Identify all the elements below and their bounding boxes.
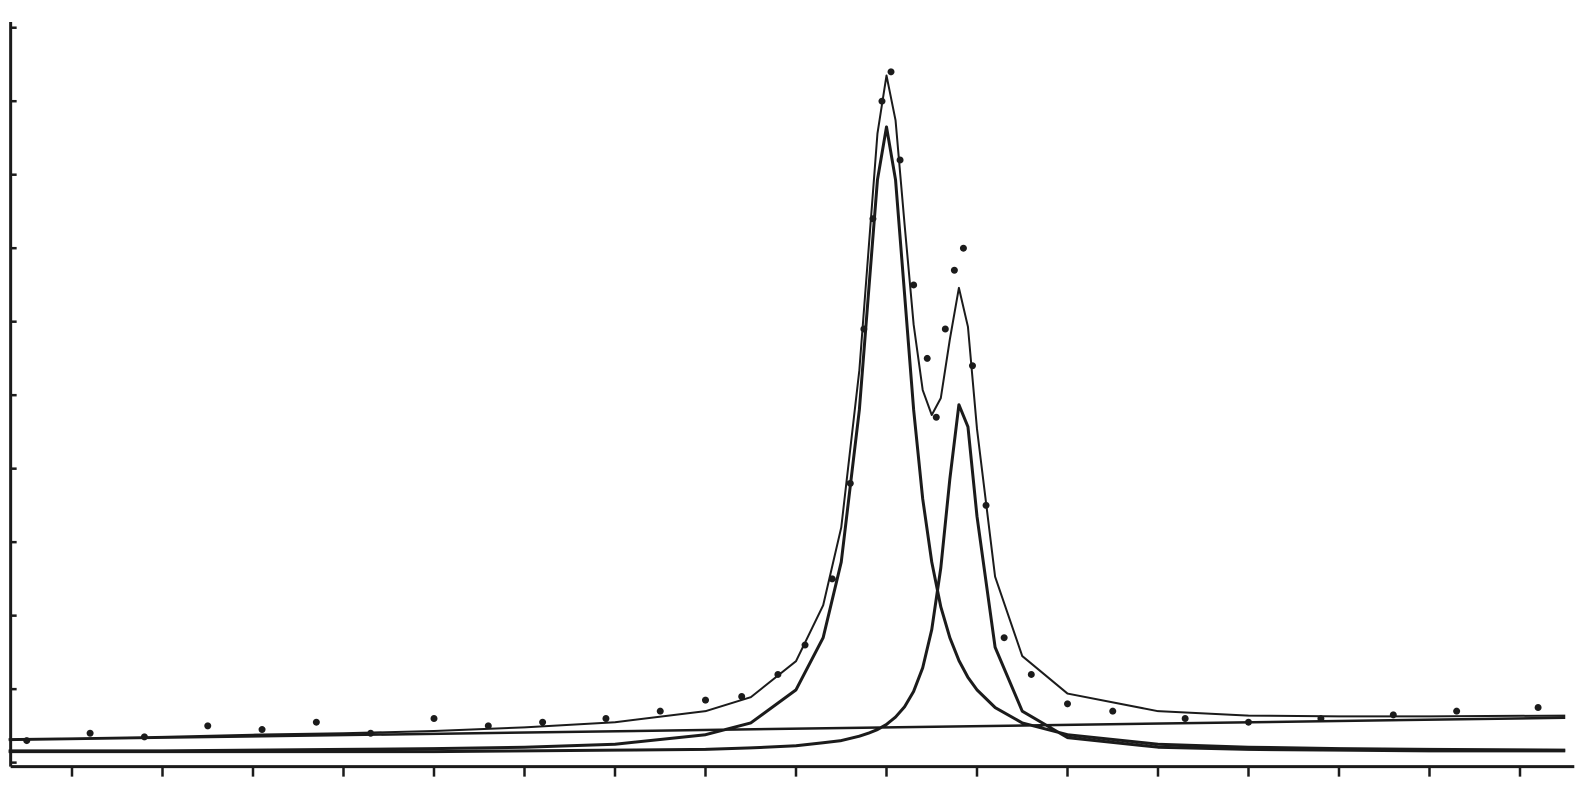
data-point bbox=[959, 244, 967, 252]
data-point bbox=[950, 266, 958, 274]
fit-line bbox=[8, 74, 1566, 741]
data-point bbox=[887, 68, 895, 76]
data-point bbox=[312, 718, 320, 726]
data-point bbox=[484, 722, 492, 730]
data-point bbox=[1109, 707, 1117, 715]
fit-line bbox=[8, 716, 1566, 742]
data-point bbox=[602, 715, 610, 723]
data-point bbox=[539, 718, 547, 726]
data-point bbox=[932, 413, 940, 421]
data-point bbox=[1453, 707, 1461, 715]
data-point bbox=[1000, 634, 1008, 642]
data-point bbox=[702, 696, 709, 704]
data-point bbox=[430, 715, 438, 723]
data-point bbox=[656, 707, 664, 715]
data-point bbox=[738, 692, 746, 700]
data-point bbox=[258, 726, 266, 734]
data-point bbox=[204, 722, 212, 730]
data-point bbox=[1181, 715, 1189, 723]
data-point bbox=[86, 729, 94, 737]
data-point bbox=[1064, 700, 1071, 708]
data-point bbox=[1534, 704, 1542, 712]
fit-line bbox=[8, 125, 1566, 753]
data-point bbox=[941, 325, 949, 333]
data-point bbox=[923, 354, 931, 362]
fit-line bbox=[8, 403, 1566, 754]
data-point bbox=[910, 281, 918, 289]
data-point bbox=[1027, 670, 1035, 678]
